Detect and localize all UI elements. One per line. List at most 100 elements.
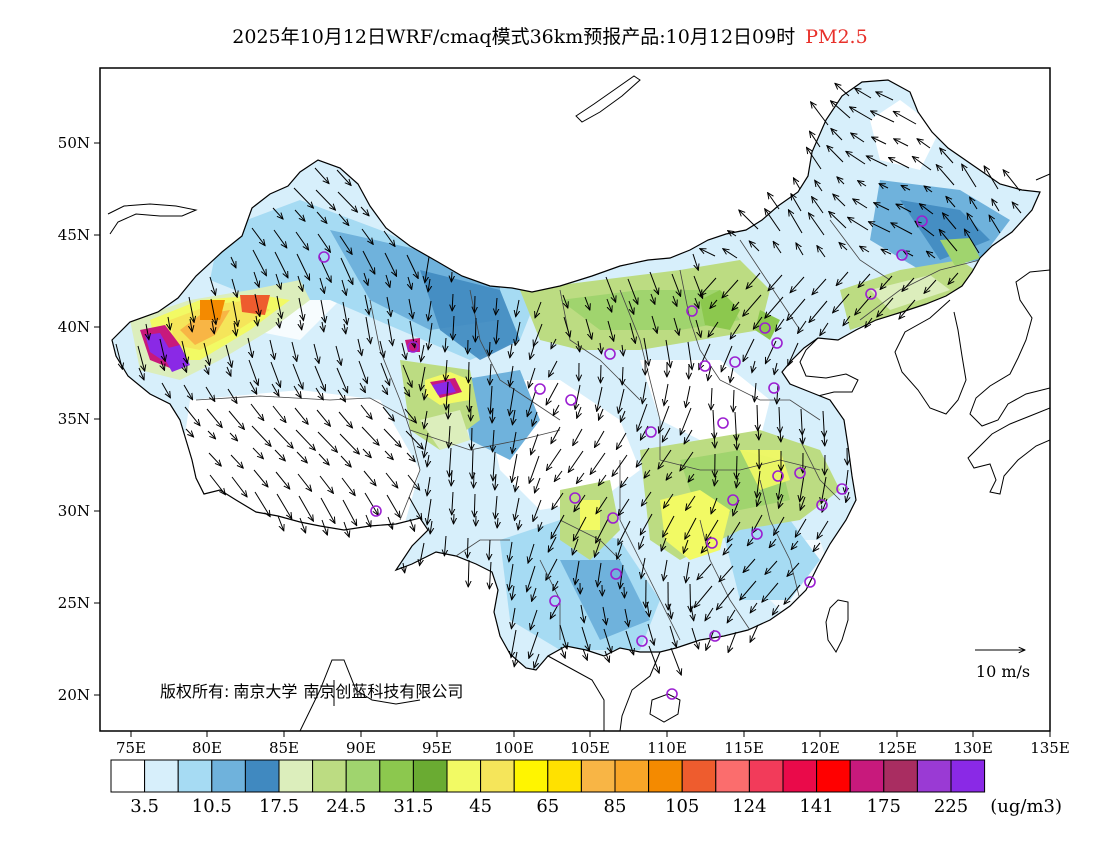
- wind-vector: [817, 520, 829, 539]
- wind-vector: [727, 521, 741, 542]
- wind-vector: [600, 342, 602, 354]
- wind-vector: [529, 367, 536, 388]
- wind-vector: [784, 584, 801, 604]
- wind-vector: [296, 451, 307, 463]
- wind-vector: [403, 562, 405, 573]
- wind-vector: [380, 362, 390, 385]
- wind-vector: [546, 382, 559, 405]
- wind-vector: [821, 476, 827, 504]
- wind-vector: [427, 476, 430, 496]
- wind-vector: [295, 231, 309, 250]
- wind-vector: [769, 538, 777, 548]
- wind-vector: [686, 561, 689, 583]
- wind-vector: [917, 139, 931, 149]
- wind-vector: [341, 279, 346, 295]
- wind-vector: [294, 407, 308, 424]
- wind-vector: [251, 425, 271, 446]
- wind-vector: [648, 645, 659, 673]
- wind-vector: [449, 447, 451, 477]
- colorbar-swatch: [547, 759, 582, 793]
- wind-vector: [549, 360, 558, 377]
- wind-vector: [146, 323, 149, 340]
- wind-vector: [385, 472, 398, 488]
- wind-vector: [203, 342, 210, 365]
- wind-vector: [509, 563, 514, 591]
- wind-vector: [512, 585, 514, 600]
- wind-vector: [865, 317, 873, 328]
- wind-vector: [605, 650, 609, 662]
- wind-vector: [490, 385, 492, 414]
- city-marker: [717, 417, 729, 429]
- city-marker: [836, 483, 848, 495]
- wind-vector: [321, 519, 327, 535]
- wind-vector: [509, 541, 512, 562]
- lat-tick-50n: 50N: [58, 134, 90, 152]
- wind-vector: [276, 295, 282, 319]
- wind-vector: [736, 477, 738, 488]
- wind-vector: [837, 177, 845, 185]
- wind-vector: [430, 520, 432, 534]
- city-marker: [768, 382, 780, 394]
- wind-vector: [663, 515, 675, 537]
- wind-vector: [468, 559, 469, 587]
- wind-vector: [341, 477, 355, 496]
- wind-vector: [300, 319, 302, 330]
- wind-vector: [989, 215, 1001, 234]
- wind-vector: [809, 213, 825, 236]
- wind-vector: [227, 388, 237, 403]
- wind-vector: [230, 454, 243, 468]
- wind-vector: [640, 513, 653, 535]
- wind-vector: [680, 407, 692, 435]
- wind-vector: [183, 384, 193, 400]
- wind-vector: [723, 249, 738, 259]
- colorbar-swatch: [177, 759, 213, 793]
- lon-tick-85e: 85E: [269, 739, 299, 757]
- wind-vector: [736, 433, 737, 450]
- wind-vector: [585, 318, 592, 339]
- wind-vector: [251, 227, 265, 246]
- lon-tick-135e: 135E: [1030, 739, 1070, 757]
- wind-vector: [651, 315, 657, 333]
- wind-vector: [510, 365, 513, 387]
- city-marker: [727, 494, 739, 506]
- colorbar-swatch: [513, 759, 549, 793]
- wind-vector: [512, 453, 518, 483]
- wind-vector: [276, 493, 292, 519]
- wind-vector: [421, 344, 424, 362]
- wind-vector: [962, 164, 977, 188]
- wind-vector: [627, 278, 638, 304]
- wind-vector: [278, 317, 280, 328]
- wind-vector: [581, 604, 584, 623]
- wind-vector: [451, 469, 452, 486]
- wind-vector: [515, 497, 520, 521]
- wind-vector: [444, 535, 446, 556]
- wind-vector: [700, 277, 717, 296]
- wind-vector: [548, 536, 557, 552]
- wind-vector: [206, 408, 222, 428]
- wind-vector: [618, 520, 631, 545]
- colorbar-swatch: [715, 759, 750, 793]
- wind-vector: [313, 343, 319, 363]
- colorbar-swatch: [110, 759, 146, 793]
- wind-vector: [620, 410, 625, 422]
- wind-vector: [793, 178, 801, 190]
- wind-vector: [317, 233, 330, 252]
- city-marker: [794, 467, 806, 479]
- wind-vector: [666, 471, 673, 480]
- colorbar-unit: (ug/m3): [990, 796, 1062, 817]
- wind-vector: [530, 609, 538, 630]
- colorbar-swatch: [614, 759, 650, 793]
- wind-vector: [851, 133, 865, 143]
- wind-vector: [205, 386, 215, 402]
- wind-vector: [694, 585, 713, 608]
- lon-tick-105e: 105E: [570, 739, 610, 757]
- city-marker: [318, 251, 330, 263]
- wind-vector: [253, 469, 268, 487]
- coastlines: [107, 75, 1050, 731]
- wind-vector: [274, 449, 285, 461]
- wind-vector: [293, 385, 301, 398]
- wind-vector: [757, 470, 760, 498]
- wind-vector: [625, 608, 629, 627]
- wind-vector: [774, 516, 785, 535]
- wind-vector: [691, 627, 699, 649]
